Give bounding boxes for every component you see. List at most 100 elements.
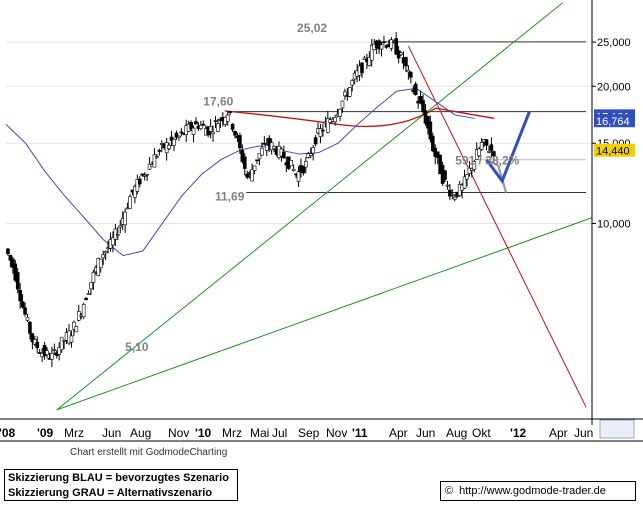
candle-body [413,83,418,95]
x-tick-label-7: Mrz [222,426,242,440]
candle-body [84,297,88,301]
uptrend-line-flat [56,217,593,411]
candle-body [350,80,355,86]
x-tick-label-2: Mrz [64,426,84,440]
x-tick-label-14: Jun [416,426,435,440]
candle-body [479,142,484,150]
candle-body [362,57,367,60]
candle-body [347,87,352,97]
candle-body [194,121,198,125]
candle-body [133,186,137,198]
candle-body [167,144,171,150]
scenario-layer [485,111,531,193]
candle-body [394,38,398,55]
candle-body [13,263,18,281]
price-tag-label-2: 14,440 [596,146,630,158]
brand-logo-badge [599,419,635,439]
candle-body [20,301,25,308]
price-tag-box-1 [594,114,635,128]
candle-body [37,352,42,354]
candle-body [216,123,220,132]
candle-body [467,167,472,175]
candle-body [201,123,206,126]
y-tick-label-1: 20,000 [597,81,631,93]
candle-body [157,150,162,152]
candle-body [435,151,440,158]
candle-body [326,118,330,133]
candle-body [69,335,74,343]
candle-body [255,159,259,162]
candle-body [487,151,491,153]
candle-body [172,138,176,146]
candle-body [257,153,262,160]
candle-body [18,289,22,302]
candle-body [123,211,127,226]
candle-body [35,342,40,349]
candle-body [428,121,433,140]
candle-body [116,234,120,236]
x-tick-label-17: '12 [510,426,527,440]
candle-body [409,72,413,78]
candle-body [360,62,364,74]
x-tick-label-10: Sep [298,426,320,440]
candle-body [118,225,123,228]
scenario-gray-path [486,158,508,193]
candle-body [6,248,10,255]
scenario-legend: Skizzierung BLAU = bevorzugtes Szenario … [4,469,238,501]
candle-body [101,254,105,259]
candle-body [152,154,157,168]
x-tick-label-11: Nov [326,426,347,440]
candle-body [138,178,142,185]
annotation-label-1: 17,60 [203,95,233,109]
annotation-label-0: 25,02 [297,21,327,35]
x-tick-label-5: Nov [168,426,189,440]
candle-body [367,57,372,66]
candle-body [296,171,301,182]
candle-body [50,353,54,360]
axis-layer: 25,00020,00015,00010,00017,18116,76414,4… [0,0,643,442]
candle-body [404,57,408,67]
candle-body [262,143,267,145]
candle-body [155,156,159,158]
candle-body [233,131,237,136]
candle-body [438,154,442,175]
x-tick-label-16: Okt [472,426,491,440]
candle-body [445,184,450,187]
candle-body [213,120,218,122]
candle-body [91,272,96,283]
y-tick-label-3: 10,000 [597,218,631,230]
downtrend-line [407,45,587,408]
candle-body [452,196,457,200]
candle-body [311,147,315,154]
candle-body [260,147,264,156]
moving-average-layer [5,87,475,257]
candle-body [340,100,345,109]
resistance-curve [224,107,495,128]
scenario-blue-path [485,111,531,184]
legend-gray-scenario: Skizzierung GRAU = Alternativszenario [8,487,213,499]
x-tick-label-8: Mai [250,426,269,440]
candle-body [98,258,103,269]
candle-body [338,108,342,117]
candle-body [418,96,423,104]
candle-body [431,135,435,152]
x-tick-label-15: Aug [446,426,467,440]
x-tick-label-1: '09 [37,426,54,440]
candle-body [267,137,272,146]
x-tick-label-4: Aug [130,426,151,440]
candle-body [174,132,179,138]
candle-body [72,321,76,330]
candle-body [103,251,108,254]
candle-body [135,179,140,192]
candle-body [245,173,250,178]
source-url-link[interactable]: http://www.godmode-trader.de [459,485,606,497]
candle-body [450,194,455,196]
candle-body [45,350,49,355]
uptrend-line-steep [56,2,564,411]
candle-body [228,111,232,113]
candle-body [289,160,293,167]
candle-body [421,100,425,112]
annotation-layer: 25,02 17,60 11,69 5,10 591 / 38,2% [125,21,519,354]
annotation-label-3: 5,10 [125,340,149,354]
